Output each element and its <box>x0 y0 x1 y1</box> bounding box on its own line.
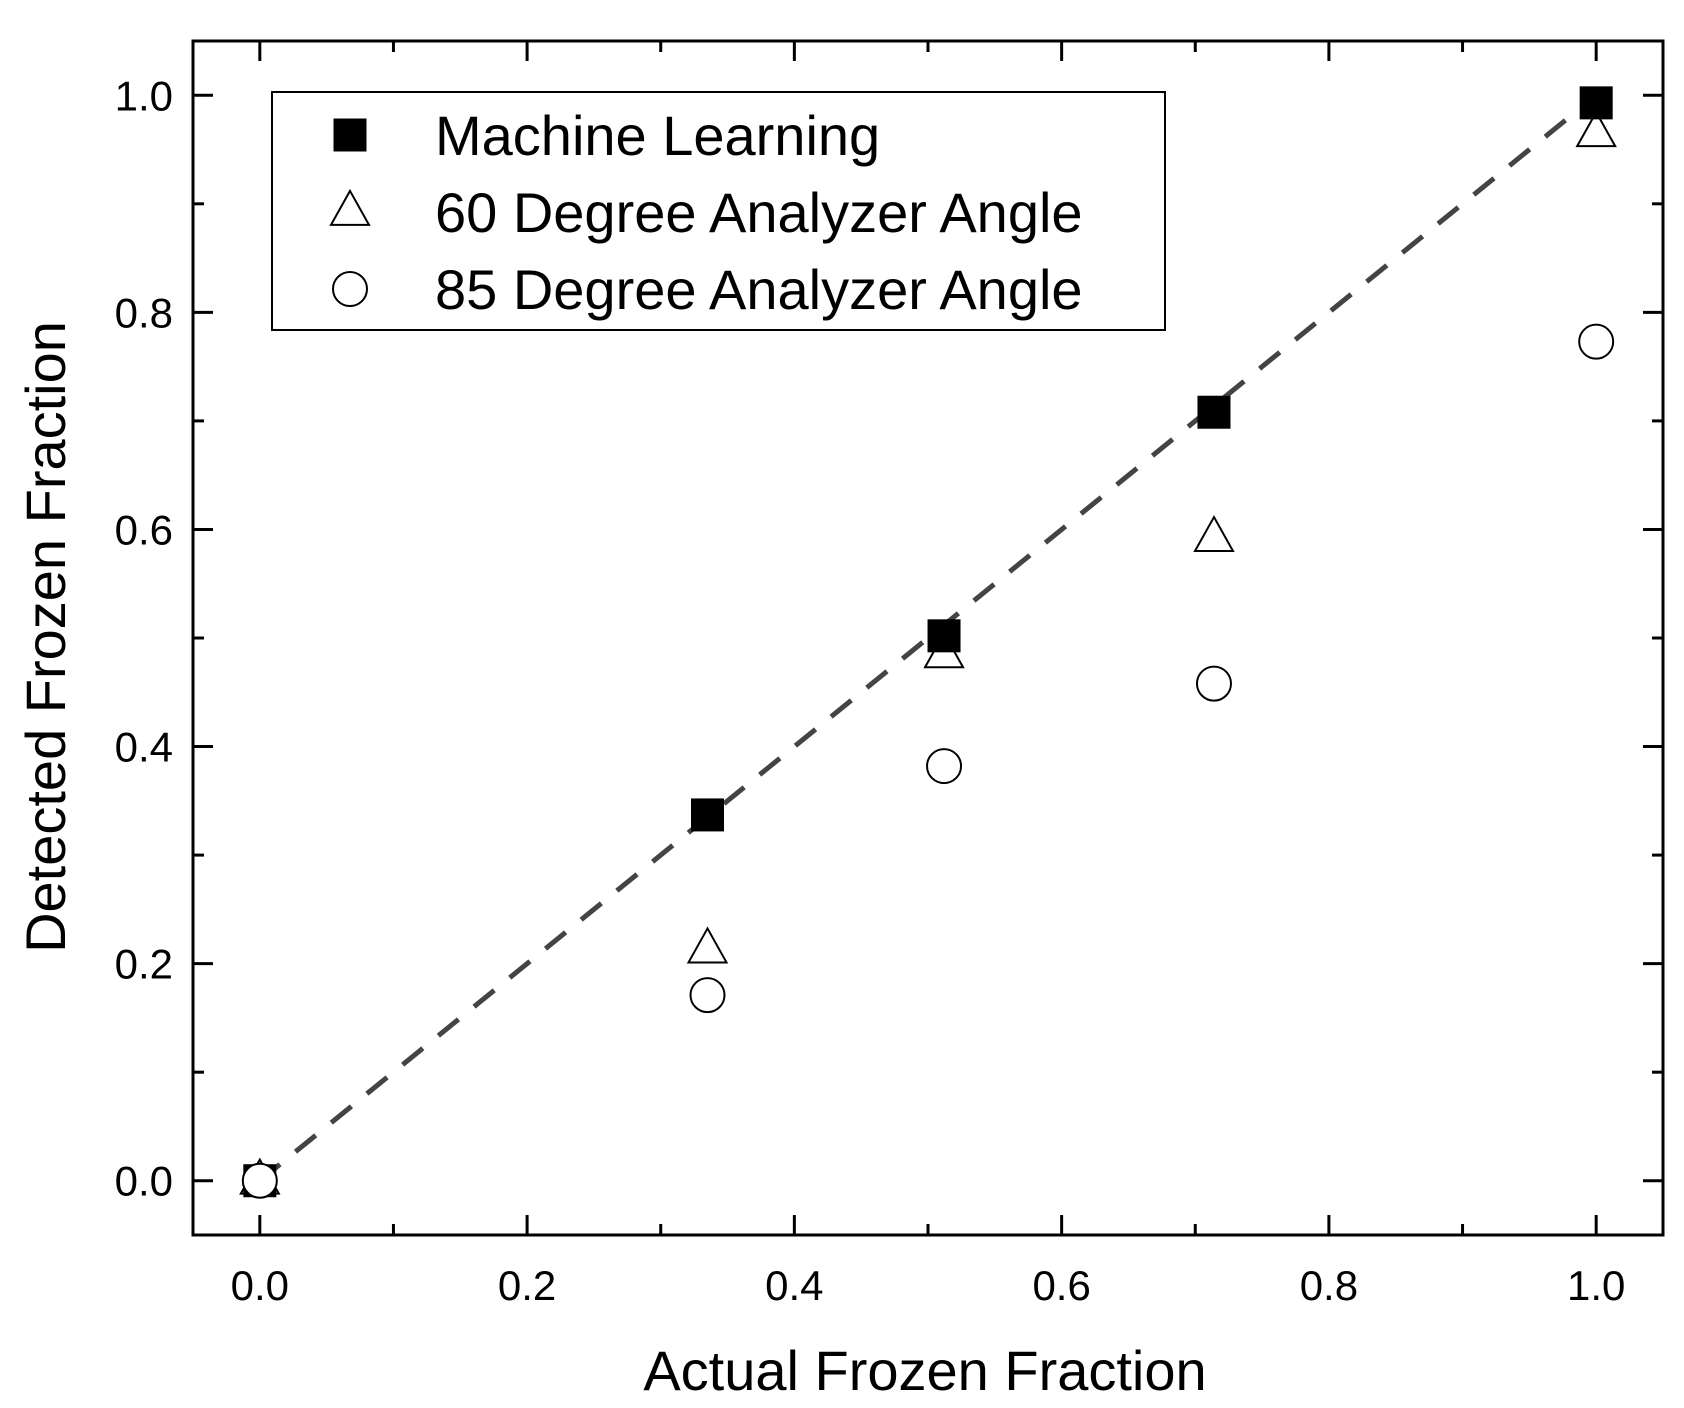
x-tick-label: 0.0 <box>231 1262 289 1309</box>
legend-label: 60 Degree Analyzer Angle <box>435 181 1083 244</box>
data-point-filled-square <box>1197 395 1231 429</box>
data-point-open-circle <box>926 748 963 785</box>
y-tick-label: 1.0 <box>115 72 173 119</box>
y-axis-title: Detected Frozen Fraction <box>14 321 77 953</box>
x-tick-label: 0.6 <box>1032 1262 1090 1309</box>
legend-label: Machine Learning <box>435 104 880 167</box>
data-point-open-triangle <box>686 926 729 964</box>
data-points <box>239 86 1617 1199</box>
x-tick-label: 0.2 <box>498 1262 556 1309</box>
y-tick-label: 0.0 <box>115 1158 173 1205</box>
legend-box <box>271 91 1166 331</box>
legend-marker-filled-square <box>333 118 367 152</box>
legend-marker-open-triangle <box>329 188 371 226</box>
x-tick-label: 0.4 <box>765 1262 823 1309</box>
data-point-open-triangle <box>1575 110 1617 148</box>
reference-line <box>258 93 1598 1183</box>
data-point-filled-square <box>691 798 724 832</box>
y-tick-label: 0.4 <box>115 724 173 771</box>
data-point-open-circle <box>241 1162 278 1199</box>
y-tick-label: 0.2 <box>115 941 173 988</box>
data-point-open-circle <box>1195 665 1232 702</box>
y-tick-label: 0.6 <box>115 506 173 553</box>
x-tick-label: 1.0 <box>1567 1262 1625 1309</box>
legend: Machine Learning 60 Degree Analyzer Angle… <box>271 91 1166 331</box>
y-tick-label: 0.8 <box>115 289 173 336</box>
x-tick-label: 0.8 <box>1300 1262 1358 1309</box>
reference-line-group <box>258 93 1598 1183</box>
data-point-filled-square <box>1579 86 1613 120</box>
data-point-filled-square <box>927 619 961 653</box>
legend-label: 85 Degree Analyzer Angle <box>435 258 1083 321</box>
x-axis-title: Actual Frozen Fraction <box>643 1339 1206 1402</box>
axes: 0.0 0.2 0.4 0.6 0.8 1.0 0.0 0.2 0.4 0.6 0.8 1.0 <box>115 39 1665 1309</box>
data-point-open-circle <box>689 977 726 1014</box>
legend-marker-open-circle <box>332 271 368 307</box>
data-point-open-triangle <box>1193 515 1235 553</box>
data-point-open-circle <box>1578 323 1615 360</box>
